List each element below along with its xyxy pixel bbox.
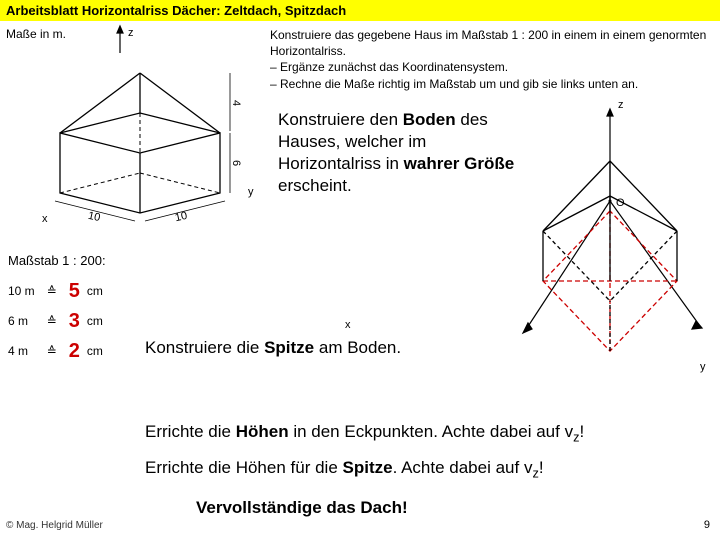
scale-r3b: 2 [63, 336, 86, 366]
ortho-figure [510, 101, 715, 381]
page-number: 9 [704, 519, 710, 531]
footer-author: © Mag. Helgrid Müller [6, 520, 103, 531]
l3-t2: in den Eckpunkten. Achte dabei auf v [289, 422, 573, 441]
bi1-b1: Boden [403, 110, 456, 129]
scale-r3a: 4 m [8, 336, 41, 366]
scale-r2a: 6 m [8, 306, 41, 336]
scale-r1a: 10 m [8, 276, 41, 306]
l4-b1: Spitze [343, 458, 393, 477]
scale-r2b: 3 [63, 306, 86, 336]
iso-dim-6: 6 [230, 160, 242, 166]
scale-r1c: cm [86, 276, 104, 306]
iso-dim-10a: 10 [87, 210, 101, 224]
bi1-b2: wahrer Größe [404, 154, 515, 173]
l3-t3: ! [579, 422, 584, 441]
worksheet-title: Arbeitsblatt Horizontalriss Dächer: Zelt… [0, 0, 720, 21]
instr-line3: – Rechne die Maße richtig im Maßstab um … [270, 76, 710, 92]
big-instruction-2: Konstruiere die Spitze am Boden. [145, 337, 425, 359]
instruction-line-5: Vervollständige das Dach! [196, 497, 408, 519]
bi2-t1: Konstruiere die [145, 338, 264, 357]
instruction-line-3: Errichte die Höhen in den Eckpunkten. Ac… [145, 421, 705, 446]
iso-z-label: z [128, 27, 134, 39]
ortho-z: z [618, 99, 624, 111]
iso-dim-4: 4 [230, 100, 242, 106]
scale-r3c: cm [86, 336, 104, 366]
scale-r2c: cm [86, 306, 104, 336]
ortho-O: O [616, 197, 625, 209]
bi1-t3: erscheint. [278, 176, 352, 195]
bi2-t2: am Boden. [314, 338, 401, 357]
ortho-y: y [700, 361, 706, 373]
instr-line1: Konstruiere das gegebene Haus im Maßstab… [270, 27, 710, 59]
l3-t1: Errichte die [145, 422, 236, 441]
l4-t1: Errichte die Höhen für die [145, 458, 343, 477]
l4-t3: ! [539, 458, 544, 477]
iso-house-figure [40, 23, 250, 223]
l4-t2: . Achte dabei auf v [393, 458, 533, 477]
scale-r1b: 5 [63, 276, 86, 306]
eqhat-1: ≙ [41, 276, 63, 306]
eqhat-2: ≙ [41, 306, 63, 336]
instr-line2: – Ergänze zunächst das Koordinatensystem… [270, 59, 710, 75]
ortho-x: x [345, 319, 351, 331]
iso-x-label: x [42, 213, 48, 225]
l3-b1: Höhen [236, 422, 289, 441]
bi2-b1: Spitze [264, 338, 314, 357]
scale-header: Maßstab 1 : 200: [8, 253, 106, 268]
eqhat-3: ≙ [41, 336, 63, 366]
scale-block: Maßstab 1 : 200: 10 m ≙ 5 cm 6 m ≙ 3 cm … [8, 253, 106, 366]
main-instructions: Konstruiere das gegebene Haus im Maßstab… [270, 27, 710, 92]
iso-y-label: y [248, 186, 254, 198]
instruction-line-4: Errichte die Höhen für die Spitze. Achte… [145, 457, 705, 482]
bi1-t1: Konstruiere den [278, 110, 403, 129]
iso-dim-10b: 10 [174, 210, 188, 224]
big-instruction-1: Konstruiere den Boden des Hauses, welche… [278, 109, 518, 197]
content-area: Maße in m. [0, 21, 720, 537]
